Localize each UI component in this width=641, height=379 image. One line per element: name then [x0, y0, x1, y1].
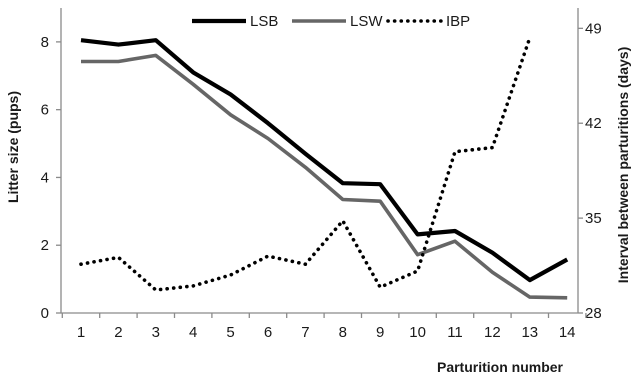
- y-axis-right-title: Interval between parturitions (days): [615, 47, 631, 284]
- series-layer: [79, 35, 569, 300]
- x-axis-title: Parturition number: [437, 359, 564, 375]
- x-tick-label: 7: [301, 324, 309, 341]
- series-line-ibp: [79, 35, 532, 292]
- y-left-tick-label: 2: [41, 237, 49, 254]
- x-tick-label: 6: [264, 324, 272, 341]
- legend-label-lsb: LSB: [250, 13, 278, 30]
- x-tick-label: 9: [376, 324, 384, 341]
- legend-label-lsw: LSW: [350, 13, 383, 30]
- x-tick-label: 12: [484, 324, 501, 341]
- y-right-tick-label: 42: [585, 115, 602, 132]
- y-right-tick-label: 49: [585, 20, 602, 37]
- y-axis-left-title: Litter size (pups): [5, 91, 21, 203]
- y-left-tick-label: 8: [41, 34, 49, 51]
- x-tick-label: 3: [152, 324, 160, 341]
- legend: LSB LSW IBP: [192, 13, 470, 30]
- x-tick-label: 2: [114, 324, 122, 341]
- x-tick-label: 1: [77, 324, 85, 341]
- y-right-tick-label: 35: [585, 210, 602, 227]
- series-line-lsw: [81, 53, 568, 300]
- x-tick-label: 13: [521, 324, 538, 341]
- x-tick-label: 11: [447, 324, 463, 341]
- x-tick-label: 14: [559, 324, 576, 341]
- x-tick-label: 5: [226, 324, 234, 341]
- x-tick-label: 8: [339, 324, 347, 341]
- y-right-tick-label: 28: [585, 305, 602, 322]
- legend-label-ibp: IBP: [446, 13, 470, 30]
- y-left-tick-label: 4: [41, 169, 49, 186]
- y-left-tick-label: 6: [41, 102, 49, 119]
- x-tick-label: 10: [409, 324, 426, 341]
- y-left-tick-label: 0: [41, 305, 49, 322]
- series-line-lsb: [80, 38, 569, 283]
- x-tick-label: 4: [189, 324, 197, 341]
